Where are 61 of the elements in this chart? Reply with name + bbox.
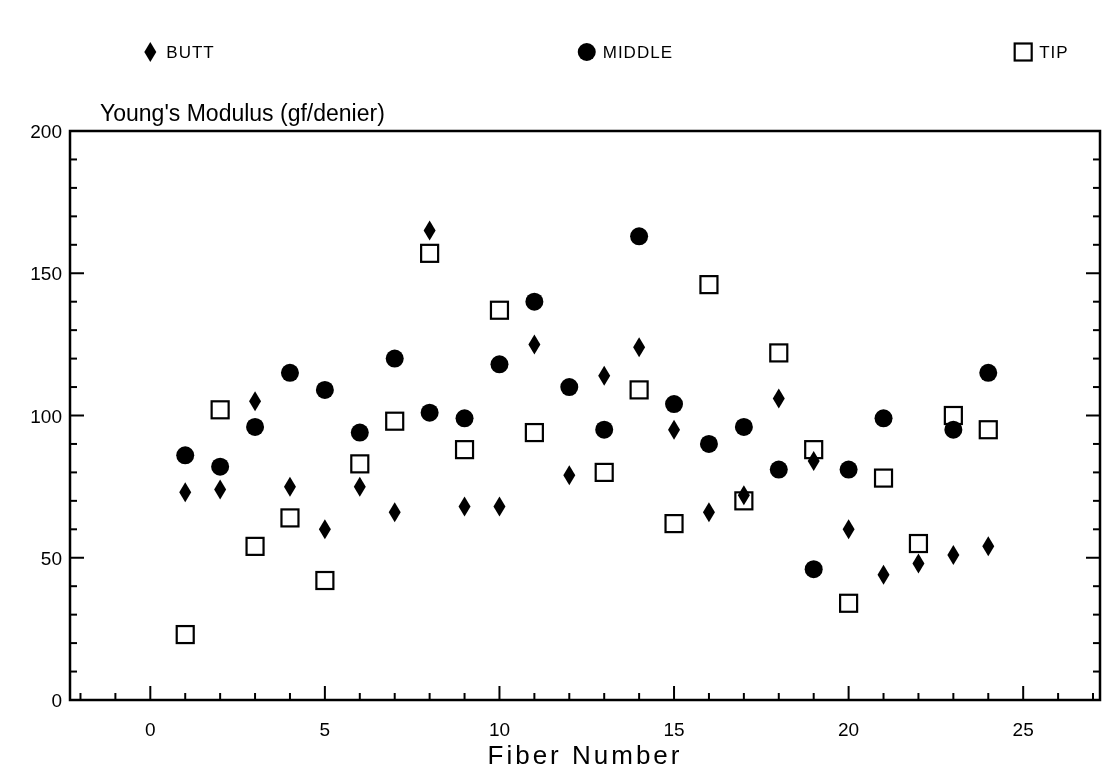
point — [699, 434, 718, 453]
point — [350, 454, 370, 474]
point — [350, 423, 369, 442]
legend-label: MIDDLE — [602, 43, 673, 62]
x-tick-label: 20 — [838, 719, 860, 740]
point — [978, 420, 998, 440]
point — [246, 417, 265, 436]
x-axis-title: Fiber Number — [487, 740, 683, 770]
legend-label: BUTT — [166, 43, 215, 62]
point — [873, 468, 894, 488]
point — [979, 363, 998, 382]
point — [210, 400, 230, 420]
point — [524, 422, 544, 443]
point — [665, 395, 684, 414]
point — [560, 378, 579, 397]
point — [734, 417, 753, 436]
point — [804, 560, 823, 579]
point — [839, 460, 858, 479]
point — [315, 380, 334, 399]
point — [629, 380, 649, 400]
y-tick-label: 100 — [30, 405, 62, 427]
point — [664, 514, 684, 534]
point — [454, 440, 475, 460]
point — [245, 536, 265, 556]
point — [734, 491, 754, 511]
point — [874, 409, 893, 428]
point — [211, 457, 230, 476]
y-tick-label: 0 — [51, 690, 62, 711]
point — [525, 292, 544, 311]
y-tick-label: 150 — [30, 263, 62, 285]
point — [175, 624, 195, 645]
point — [769, 460, 788, 479]
point — [839, 593, 859, 613]
x-tick-label: 10 — [488, 719, 511, 740]
point — [280, 508, 300, 528]
x-tick-label: 0 — [145, 719, 156, 740]
point — [315, 570, 335, 591]
point — [769, 343, 789, 363]
point — [280, 363, 299, 382]
point — [595, 420, 614, 439]
point — [420, 243, 440, 263]
point — [455, 409, 474, 428]
x-tick-label: 25 — [1012, 719, 1034, 740]
point — [804, 440, 824, 460]
point — [490, 355, 509, 374]
x-tick-label: 15 — [663, 719, 685, 740]
y-tick-label: 50 — [40, 547, 62, 569]
point — [385, 411, 405, 431]
point — [908, 533, 929, 554]
point — [699, 275, 719, 295]
point — [489, 300, 510, 320]
point — [385, 349, 404, 368]
point — [420, 403, 439, 422]
x-tick-label: 5 — [319, 719, 331, 740]
legend-label: TIP — [1039, 43, 1069, 62]
point — [630, 227, 649, 246]
point — [176, 446, 195, 465]
y-tick-label: 200 — [30, 121, 62, 142]
y-axis-title: Young's Modulus (gf/denier) — [100, 100, 385, 126]
point — [594, 462, 614, 482]
point — [943, 405, 963, 426]
